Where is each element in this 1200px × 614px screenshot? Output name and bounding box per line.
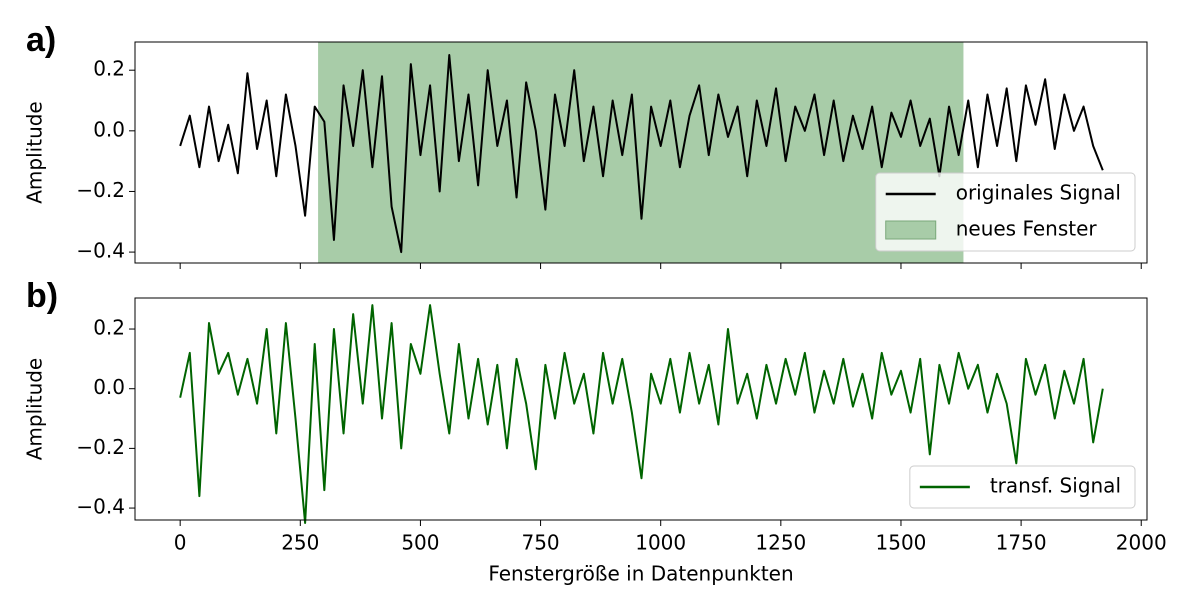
y-tick-label: −0.2 <box>76 435 125 459</box>
x-tick-label: 1250 <box>755 531 806 555</box>
x-tick-label: 1750 <box>996 531 1047 555</box>
signal-line <box>179 304 1104 524</box>
signal-line <box>179 54 1104 254</box>
y-tick-label: 0.0 <box>93 375 125 399</box>
legend-label: transf. Signal <box>990 474 1121 498</box>
panel-label: a) <box>26 21 56 59</box>
x-tick-label: 250 <box>281 531 319 555</box>
y-tick-label: 0.0 <box>93 117 125 141</box>
legend-swatch <box>885 220 937 240</box>
y-tick-label: 0.2 <box>93 57 125 81</box>
x-tick-label: 500 <box>401 531 439 555</box>
y-tick-label: 0.2 <box>93 316 125 340</box>
x-tick-label: 1500 <box>876 531 927 555</box>
axes-frame <box>134 297 1148 521</box>
axes-frame <box>134 41 1148 264</box>
x-axis-label: Fenstergröße in Datenpunkten <box>488 562 793 586</box>
y-axis-label: Amplitude <box>23 101 47 204</box>
x-tick-label: 750 <box>521 531 559 555</box>
window-span <box>318 42 964 263</box>
y-tick-label: −0.2 <box>76 178 125 202</box>
legend-label: neues Fenster <box>956 217 1098 241</box>
legend-box <box>909 465 1136 509</box>
y-axis-label: Amplitude <box>23 358 47 461</box>
x-tick-label: 1000 <box>635 531 686 555</box>
y-tick-label: −0.4 <box>76 239 125 263</box>
panel-label: b) <box>26 277 58 315</box>
legend-box <box>875 172 1136 252</box>
x-tick-label: 0 <box>174 531 187 555</box>
y-tick-label: −0.4 <box>76 495 125 519</box>
x-tick-label: 2000 <box>1116 531 1167 555</box>
legend-label: originales Signal <box>956 181 1121 205</box>
